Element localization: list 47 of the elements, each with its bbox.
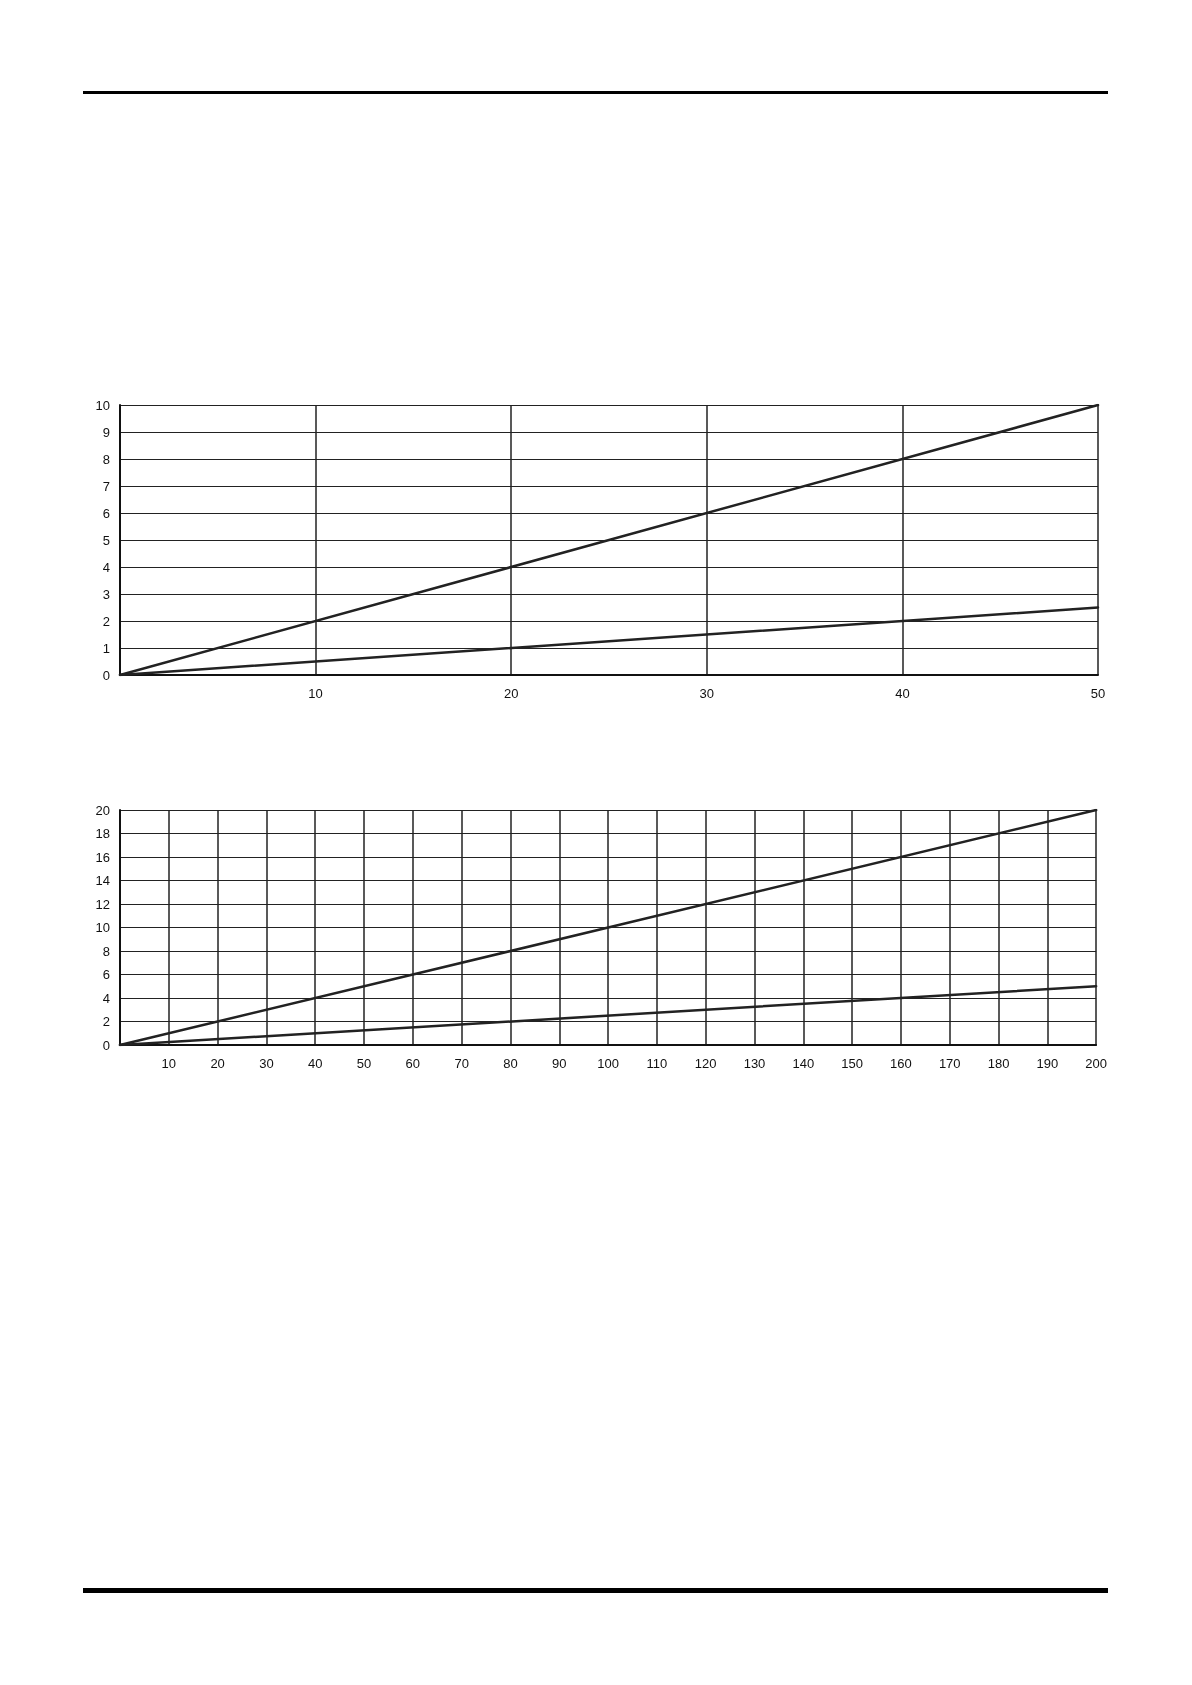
y-tick-label: 0 <box>102 1037 110 1053</box>
y-tick-label: 1 <box>102 640 110 656</box>
x-tick-label: 30 <box>259 1056 274 1071</box>
y-tick-label: 14 <box>95 873 110 888</box>
y-tick-label: 9 <box>102 424 110 440</box>
y-tick-label: 7 <box>102 478 110 494</box>
x-tick-label: 50 <box>356 1056 372 1071</box>
x-tick-label: 20 <box>503 686 519 701</box>
x-tick-label: 60 <box>405 1056 421 1071</box>
x-tick-label: 10 <box>308 686 323 701</box>
y-tick-label: 3 <box>102 586 110 602</box>
x-tick-label: 140 <box>792 1056 815 1071</box>
x-tick-label: 100 <box>597 1056 619 1071</box>
y-tick-label: 6 <box>102 967 110 982</box>
x-tick-label: 150 <box>841 1056 863 1071</box>
x-tick-label: 20 <box>210 1056 225 1071</box>
x-tick-label: 30 <box>699 686 715 701</box>
y-tick-label: 20 <box>95 802 110 818</box>
x-tick-label: 130 <box>743 1056 766 1071</box>
x-tick-label: 80 <box>503 1056 518 1071</box>
y-tick-label: 2 <box>102 613 110 629</box>
y-tick-label: 8 <box>102 451 110 467</box>
x-tick-label: 200 <box>1085 1056 1108 1071</box>
x-tick-label: 190 <box>1036 1056 1059 1071</box>
y-tick-label: 0 <box>102 667 110 683</box>
y-tick-label: 2 <box>102 1014 110 1029</box>
x-tick-label: 40 <box>308 1056 323 1071</box>
x-tick-label: 50 <box>1090 686 1106 701</box>
y-tick-label: 12 <box>95 896 110 912</box>
y-tick-label: 5 <box>102 532 110 548</box>
y-tick-label: 18 <box>95 826 110 841</box>
x-tick-label: 160 <box>890 1056 912 1071</box>
x-tick-label: 90 <box>552 1056 567 1071</box>
x-tick-label: 120 <box>694 1056 717 1071</box>
y-tick-label: 6 <box>102 505 110 521</box>
y-tick-label: 8 <box>102 943 110 959</box>
y-tick-label: 10 <box>95 397 110 413</box>
x-tick-label: 180 <box>987 1056 1010 1071</box>
x-tick-label: 10 <box>161 1056 177 1071</box>
y-tick-label: 16 <box>95 849 110 865</box>
x-tick-label: 110 <box>646 1056 668 1071</box>
y-tick-label: 4 <box>102 559 110 575</box>
y-tick-label: 4 <box>102 990 110 1006</box>
x-tick-label: 70 <box>454 1056 469 1071</box>
x-tick-label: 170 <box>938 1056 961 1071</box>
x-tick-label: 40 <box>895 686 910 701</box>
y-tick-label: 10 <box>95 920 110 935</box>
